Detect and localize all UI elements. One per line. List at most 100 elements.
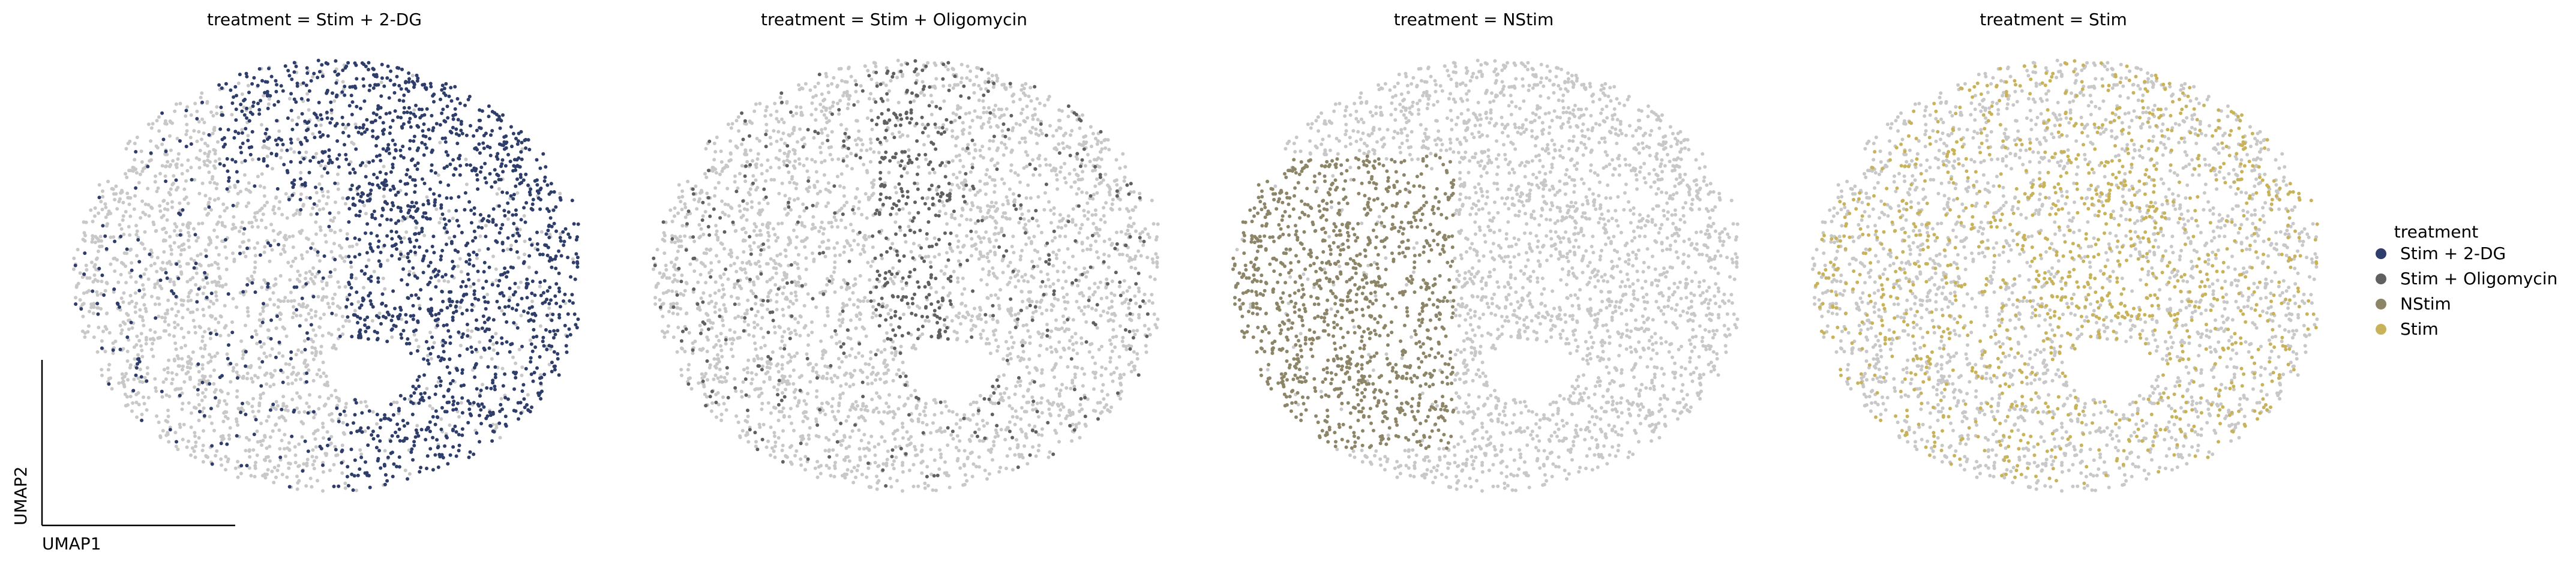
highlight-point: [272, 103, 277, 107]
background-point: [293, 453, 298, 457]
background-point: [226, 416, 230, 420]
background-point: [272, 284, 276, 287]
background-point: [336, 182, 340, 186]
background-point: [144, 342, 148, 346]
background-point: [203, 194, 208, 198]
background-point: [232, 366, 236, 370]
background-point: [824, 435, 828, 440]
background-point: [755, 157, 760, 161]
background-point: [185, 122, 189, 127]
background-point: [1128, 216, 1132, 220]
background-point: [1154, 252, 1158, 256]
background-point: [143, 247, 146, 251]
highlight-point: [448, 357, 452, 361]
highlight-point: [554, 282, 559, 286]
background-point: [1090, 306, 1094, 311]
highlight-point: [224, 238, 227, 242]
background-point: [1013, 392, 1017, 396]
highlight-point: [452, 235, 457, 239]
background-point: [913, 389, 917, 393]
background-point: [769, 453, 772, 457]
background-point: [1027, 297, 1031, 301]
background-point: [889, 308, 893, 312]
background-point: [733, 180, 737, 184]
background-point: [245, 371, 250, 375]
highlight-point: [100, 346, 104, 350]
highlight-point: [446, 183, 451, 187]
highlight-point: [304, 136, 307, 140]
background-point: [122, 251, 127, 255]
background-point: [781, 391, 784, 395]
highlight-point: [407, 77, 411, 81]
background-point: [253, 374, 257, 378]
highlight-point: [472, 289, 476, 293]
background-point: [901, 371, 905, 375]
highlight-point: [467, 278, 471, 282]
background-point: [459, 401, 463, 405]
highlight-point: [491, 207, 496, 211]
background-point: [174, 314, 178, 318]
background-point: [842, 245, 847, 249]
highlight-point: [251, 104, 255, 108]
background-point: [160, 215, 164, 220]
highlight-point: [430, 335, 434, 339]
highlight-point: [361, 200, 365, 204]
background-point: [268, 459, 272, 463]
background-point: [791, 148, 796, 152]
background-point: [118, 197, 122, 201]
background-point: [313, 275, 317, 279]
highlight-point: [539, 396, 543, 401]
highlight-point: [326, 443, 329, 447]
highlight-point: [471, 239, 475, 243]
background-point: [138, 367, 142, 371]
background-point: [845, 154, 849, 158]
highlight-point: [217, 83, 221, 87]
background-point: [302, 462, 306, 466]
highlight-point: [406, 204, 410, 208]
background-point: [1102, 214, 1106, 218]
highlight-point: [468, 401, 472, 405]
highlight-point: [299, 140, 302, 145]
highlight-point: [551, 208, 556, 212]
highlight-point: [530, 202, 535, 206]
highlight-point: [526, 183, 530, 187]
background-point: [168, 244, 172, 248]
background-point: [215, 182, 219, 186]
highlight-point: [459, 384, 463, 388]
highlight-point: [370, 433, 374, 437]
highlight-point: [349, 285, 353, 290]
highlight-point: [485, 145, 490, 149]
highlight-point: [340, 461, 344, 465]
background-point: [1076, 187, 1081, 191]
background-point: [117, 381, 121, 385]
highlight-point: [498, 291, 502, 296]
highlight-point: [303, 184, 307, 188]
background-point: [839, 172, 844, 176]
highlight-point: [488, 154, 493, 158]
background-point: [1009, 357, 1013, 361]
highlight-point: [383, 464, 386, 468]
background-point: [1099, 314, 1103, 318]
highlight-point: [382, 84, 386, 88]
highlight-point: [544, 244, 548, 247]
highlight-point: [380, 129, 385, 133]
highlight-point: [457, 432, 461, 437]
background-point: [265, 371, 269, 375]
highlight-point: [390, 237, 394, 241]
background-point: [1054, 387, 1058, 391]
background-point: [818, 103, 823, 107]
highlight-point: [368, 485, 372, 489]
background-point: [683, 350, 687, 354]
highlight-point: [559, 254, 563, 258]
background-point: [1127, 285, 1132, 290]
background-point: [195, 139, 199, 143]
highlight-point: [443, 444, 447, 448]
background-point: [192, 449, 196, 453]
highlight-point: [478, 170, 482, 174]
background-point: [1051, 134, 1055, 138]
highlight-point: [369, 302, 373, 306]
background-point: [271, 291, 275, 295]
highlight-point: [514, 409, 518, 413]
highlight-point: [233, 130, 238, 134]
background-point: [245, 377, 249, 381]
